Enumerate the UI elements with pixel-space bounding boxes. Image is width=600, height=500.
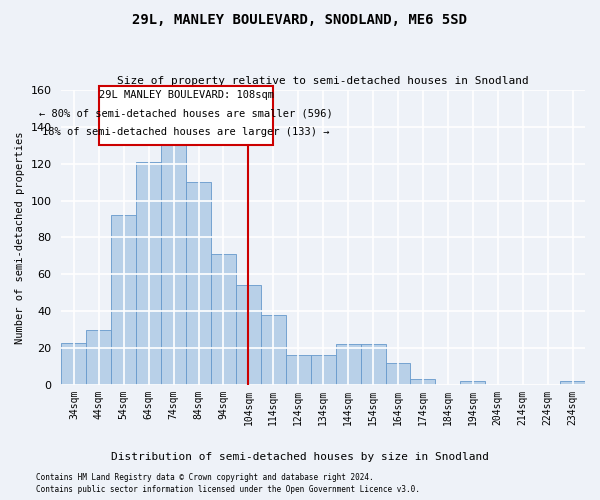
Bar [186,182,211,385]
Bar [211,254,236,385]
Text: 29L, MANLEY BOULEVARD, SNODLAND, ME6 5SD: 29L, MANLEY BOULEVARD, SNODLAND, ME6 5SD [133,12,467,26]
Text: Contains HM Land Registry data © Crown copyright and database right 2024.: Contains HM Land Registry data © Crown c… [36,473,374,482]
Text: 18% of semi-detached houses are larger (133) →: 18% of semi-detached houses are larger (… [43,127,330,137]
Bar [136,162,161,385]
FancyBboxPatch shape [99,86,274,146]
Bar [386,363,410,385]
Bar [236,286,261,385]
Bar [560,381,585,385]
Bar [161,138,186,385]
Bar [261,315,286,385]
Bar [410,380,436,385]
Bar [61,342,86,385]
Bar [361,344,386,385]
Title: Size of property relative to semi-detached houses in Snodland: Size of property relative to semi-detach… [118,76,529,86]
Bar [86,330,111,385]
Bar [335,344,361,385]
Bar [311,356,335,385]
Text: Contains public sector information licensed under the Open Government Licence v3: Contains public sector information licen… [36,484,420,494]
Text: Distribution of semi-detached houses by size in Snodland: Distribution of semi-detached houses by … [111,452,489,462]
Bar [111,216,136,385]
Text: ← 80% of semi-detached houses are smaller (596): ← 80% of semi-detached houses are smalle… [39,108,333,118]
Bar [460,381,485,385]
Y-axis label: Number of semi-detached properties: Number of semi-detached properties [15,131,25,344]
Bar [286,356,311,385]
Text: 29L MANLEY BOULEVARD: 108sqm: 29L MANLEY BOULEVARD: 108sqm [98,90,274,100]
